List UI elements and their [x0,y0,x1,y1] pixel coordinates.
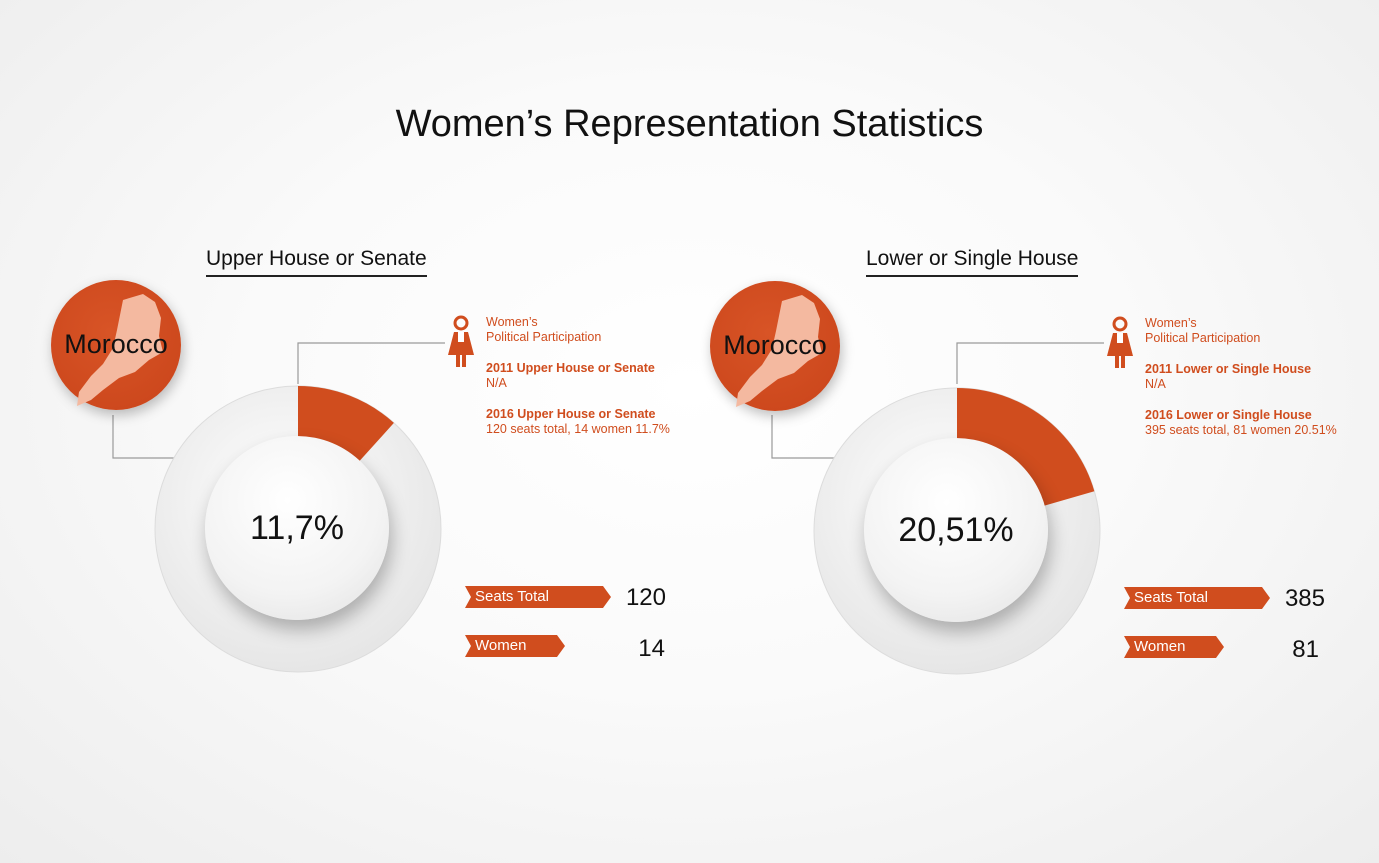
donut-chart: 20,51% [812,386,1102,676]
seats-total-tag: Seats Total [465,586,611,608]
seats-total-label: Seats Total [475,588,549,605]
donut-center: 11,7% [205,436,389,620]
women-tag: Women [1124,636,1224,658]
percent-label: 20,51% [898,511,1014,549]
connector-line [112,342,445,459]
women-label: Women [475,637,527,654]
seats-total-tag: Seats Total [1124,587,1270,609]
house-title: Upper House or Senate [206,247,427,277]
info-2011-value: N/A [486,376,507,390]
morocco-map-icon [77,294,163,406]
women-label: Women [1134,638,1186,655]
donut-chart: 11,7% [153,384,443,674]
info-subheading: Political Participation [1145,331,1261,345]
seats-total-value: 385 [1284,585,1325,612]
seats-total-label: Seats Total [1134,589,1208,606]
morocco-map-icon [736,295,822,407]
house-title: Lower or Single House [866,247,1079,277]
panel-upper-house: Upper House or Senate Morocco 11,7% [51,247,670,674]
info-subheading: Political Participation [486,330,602,344]
percent-label: 11,7% [250,509,344,547]
woman-icon [1107,316,1133,368]
country-badge: Morocco [51,280,181,410]
donut-center: 20,51% [864,438,1048,622]
info-2011-value: N/A [1145,377,1166,391]
seats-total-value: 120 [625,584,666,611]
info-2011-title: 2011 Lower or Single House [1145,362,1312,376]
connector-line [771,342,1104,459]
info-2016-value: 395 seats total, 81 women 20.51% [1145,423,1337,437]
country-badge: Morocco [710,281,840,411]
info-2016-value: 120 seats total, 14 women 11.7% [486,422,670,436]
women-tag: Women [465,635,565,657]
page-title: Women’s Representation Statistics [395,103,984,145]
panel-lower-house: Lower or Single House Morocco 20,51% [659,0,1349,863]
women-value: 14 [638,635,665,662]
info-2016-title: 2016 Lower or Single House [1145,408,1312,422]
info-heading: Women’s [486,315,538,329]
country-label: Morocco [64,329,168,359]
country-label: Morocco [723,330,827,360]
info-2011-title: 2011 Upper House or Senate [486,361,655,375]
women-value: 81 [1292,636,1319,663]
woman-icon [448,315,474,367]
info-2016-title: 2016 Upper House or Senate [486,407,656,421]
info-heading: Women’s [1145,316,1197,330]
